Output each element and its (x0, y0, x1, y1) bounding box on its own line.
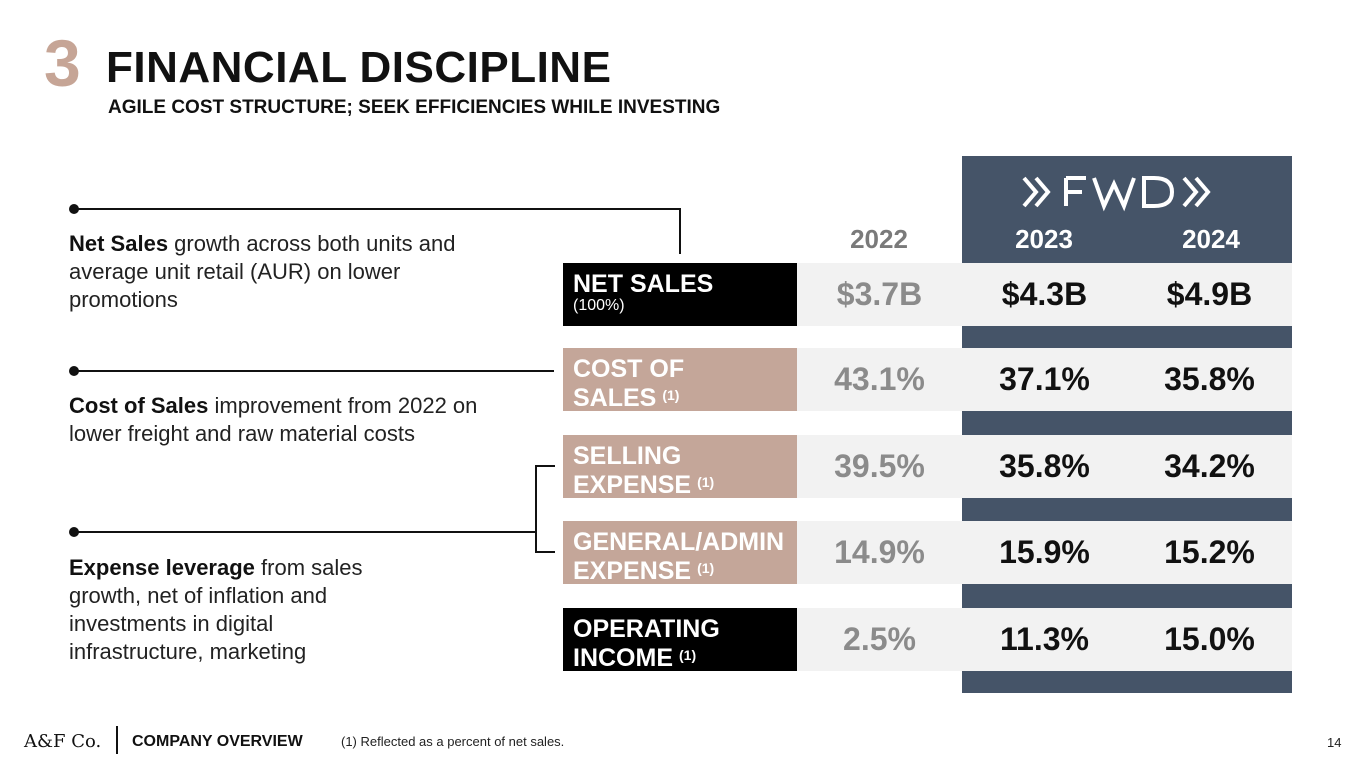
connector-line (74, 370, 554, 372)
row-band (797, 521, 1292, 584)
page-subtitle: AGILE COST STRUCTURE; SEEK EFFICIENCIES … (108, 97, 721, 118)
footnote: (1) Reflected as a percent of net sales. (341, 734, 565, 749)
value-cell: 35.8% (999, 448, 1090, 484)
value-cell: $3.7B (836, 276, 923, 312)
row-label-net-sales: NET SALES (100%) (563, 263, 797, 326)
row-band (797, 348, 1292, 411)
note-cost-of-sales: Cost of Sales improvement from 2022 on l… (69, 393, 478, 446)
year-2024: 2024 (1182, 224, 1240, 254)
value-cell: 2.5% (843, 621, 916, 657)
row-label-operating-income: OPERATING INCOME (1) (563, 608, 797, 671)
value-cell: 15.9% (999, 534, 1090, 570)
value-cell: 14.9% (834, 534, 925, 570)
value-cell: $4.9B (1166, 276, 1253, 312)
footer-divider (116, 726, 118, 754)
row-band (797, 435, 1292, 498)
page-title: FINANCIAL DISCIPLINE (106, 43, 612, 92)
connector-line (679, 208, 681, 254)
value-cell: 43.1% (834, 361, 925, 397)
fwd-highlight-panel (962, 156, 1292, 693)
year-2022: 2022 (850, 224, 908, 254)
fwd-logo (1022, 176, 1211, 212)
page-number: 14 (1327, 735, 1342, 750)
section-number: 3 (44, 26, 81, 100)
connector-line (74, 208, 680, 210)
note-net-sales: Net Sales growth across both units and a… (69, 231, 456, 312)
value-cell: 37.1% (999, 361, 1090, 397)
footer-section-label: COMPANY OVERVIEW (132, 733, 303, 750)
value-cell: 15.0% (1164, 621, 1255, 657)
connector-line (74, 531, 536, 533)
value-cell: $4.3B (1001, 276, 1088, 312)
company-logo: A&F Co. (24, 731, 102, 752)
bracket-line (535, 465, 537, 552)
value-cell: 11.3% (1000, 621, 1089, 657)
note-expense-leverage: Expense leverage from sales growth, net … (69, 555, 363, 664)
value-cell: 34.2% (1164, 448, 1255, 484)
bracket-line (535, 551, 555, 553)
value-cell: 35.8% (1164, 361, 1255, 397)
row-band (797, 608, 1292, 671)
bracket-line (535, 465, 555, 467)
row-label-general-admin-expense: GENERAL/ADMIN EXPENSE (1) (563, 521, 797, 584)
value-cell: 39.5% (834, 448, 925, 484)
row-band (797, 263, 1292, 326)
row-label-selling-expense: SELLING EXPENSE (1) (563, 435, 797, 498)
value-cell: 15.2% (1164, 534, 1255, 570)
row-label-cost-of-sales: COST OF SALES (1) (563, 348, 797, 411)
year-2023: 2023 (1015, 224, 1073, 254)
